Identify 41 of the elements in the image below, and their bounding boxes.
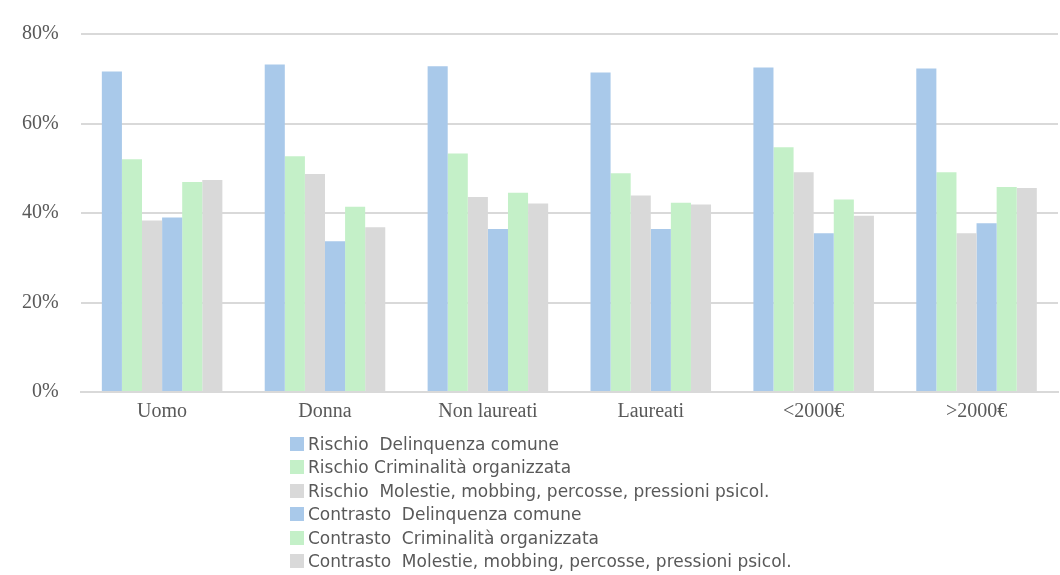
legend-label: Contrasto Criminalità organizzata [308, 527, 599, 548]
bar [325, 241, 346, 391]
y-tick-label: 40% [21, 200, 59, 223]
bar [507, 192, 529, 391]
x-tick-label: >2000€ [945, 399, 1008, 422]
bar [916, 68, 937, 391]
bar [753, 67, 774, 391]
x-tick-label: Donna [298, 399, 352, 422]
bar [121, 159, 143, 391]
bar [264, 64, 285, 391]
bar [427, 66, 448, 391]
x-tick-label: <2000€ [783, 399, 845, 422]
legend-label: Rischio Criminalità organizzata [308, 457, 572, 478]
bar [936, 172, 957, 391]
bar [162, 217, 183, 391]
legend-label: Rischio Delinquenza comune [308, 433, 560, 454]
bar [670, 202, 691, 391]
bar [182, 182, 203, 391]
legend-label: Rischio Molestie, mobbing, percosse, pressioni psicol. [308, 480, 770, 501]
x-tick-label: Uomo [137, 399, 188, 422]
y-tick-label: 80% [21, 21, 59, 44]
bar [610, 173, 631, 391]
bar [101, 71, 122, 391]
bar [487, 229, 508, 391]
bar [284, 156, 305, 391]
bar [447, 153, 468, 391]
bar [813, 233, 834, 391]
bar [650, 229, 671, 391]
y-tick-label: 20% [21, 289, 59, 312]
y-tick-label: 0% [31, 379, 59, 402]
bar [996, 187, 1017, 391]
bar [345, 206, 366, 391]
bar [773, 147, 794, 391]
bar [590, 72, 611, 391]
x-tick-label: Laureati [617, 399, 685, 422]
legend-label: Contrasto Delinquenza comune [308, 504, 582, 525]
x-tick-label: Non laureati [438, 399, 539, 422]
bar [833, 199, 854, 391]
legend-label: Contrasto Molestie, mobbing, percosse, pressioni psicol. [308, 551, 792, 572]
bar [976, 223, 997, 391]
y-tick-label: 60% [21, 110, 59, 133]
